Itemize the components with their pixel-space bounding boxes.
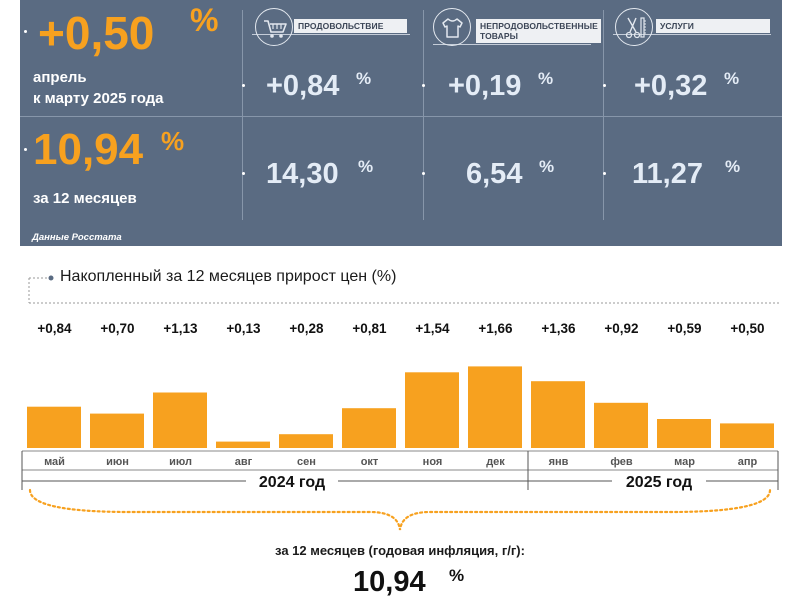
food-monthly-percent-sign: % (356, 69, 372, 88)
panel-col-divider (242, 10, 243, 220)
annual-inflation-percent-sign: % (161, 126, 185, 156)
annual-total-brace (28, 488, 772, 531)
bar-9 (531, 381, 585, 448)
category-label-non-food-line2: ТОВАРЫ (480, 31, 519, 41)
clothing-icon (433, 8, 471, 46)
bar-2 (90, 413, 144, 448)
month-tick-label: окт (361, 456, 379, 468)
bar-7 (405, 372, 459, 448)
food-monthly-value: +0,84 (266, 70, 340, 102)
services-annual-percent-sign: % (725, 157, 741, 176)
bar-value-label: +0,81 (352, 321, 387, 336)
non-food-annual-percent-sign: % (539, 157, 555, 176)
annual-inflation-total: 10,94 (353, 566, 426, 598)
bullet-dot (242, 172, 245, 175)
monthly-caption-line1: апрель (33, 69, 87, 86)
monthly-inflation-percent-sign: % (190, 2, 219, 38)
month-tick-label: июн (106, 456, 129, 468)
month-tick-label: ноя (423, 456, 443, 468)
monthly-inflation-value: +0,50 (38, 7, 155, 59)
services-monthly-percent-sign: % (724, 69, 740, 88)
food-annual-percent-sign: % (358, 157, 374, 176)
bar-8 (468, 366, 522, 448)
bar-value-label: +0,50 (730, 321, 764, 336)
month-tick-label: авг (235, 456, 253, 468)
month-tick-label: янв (549, 456, 569, 468)
bar-value-label: +1,36 (541, 321, 576, 336)
category-label-food: ПРОДОВОЛЬСТВИЕ (294, 19, 407, 33)
year-label-2025: 2025 год (626, 474, 692, 491)
bullet-dot (422, 172, 425, 175)
month-tick-label: сен (297, 456, 316, 468)
bar-4 (216, 441, 270, 448)
annual-inflation-caption: за 12 месяцев (годовая инфляция, г/г): (275, 543, 525, 558)
non-food-monthly-value: +0,19 (448, 70, 522, 102)
bar-value-label: +1,13 (163, 321, 198, 336)
food-annual-value: 14,30 (266, 158, 339, 190)
data-source-note: Данные Росстата (32, 232, 122, 243)
month-tick-label: апр (738, 456, 758, 468)
cell-underline (613, 34, 771, 35)
bar-11 (657, 419, 711, 448)
bar-value-label: +0,70 (100, 321, 134, 336)
category-label-services: УСЛУГИ (656, 19, 770, 33)
month-tick-label: июл (169, 456, 192, 468)
title-bullet (48, 275, 54, 281)
annual-inflation-value: 10,94 (33, 125, 144, 174)
bar-value-label: +0,59 (667, 321, 701, 336)
annual-caption: за 12 месяцев (33, 190, 137, 207)
scissors-comb-icon (615, 8, 653, 46)
bar-value-label: +1,66 (478, 321, 513, 336)
services-annual-value: 11,27 (632, 158, 703, 190)
month-tick-label: дек (486, 456, 505, 468)
category-label-non-food: НЕПРОДОВОЛЬСТВЕННЫЕ ТОВАРЫ (476, 19, 601, 43)
bar-12 (720, 423, 774, 448)
bar-1 (27, 406, 81, 448)
inflation-summary-panel: +0,50 % апрель к марту 2025 года 10,94 %… (20, 0, 782, 246)
bar-3 (153, 392, 207, 448)
monthly-caption-line2: к марту 2025 года (33, 90, 164, 107)
bullet-dot (603, 172, 606, 175)
month-tick-label: мар (674, 456, 695, 468)
bar-value-label: +0,28 (289, 321, 324, 336)
bar-value-label: +1,54 (415, 321, 450, 336)
bullet-dot (242, 84, 245, 87)
bar-value-label: +0,84 (37, 321, 72, 336)
category-label-non-food-line1: НЕПРОДОВОЛЬСТВЕННЫЕ (480, 21, 598, 31)
non-food-annual-value: 6,54 (466, 158, 523, 190)
panel-col-divider (423, 10, 424, 220)
bar-value-label: +0,92 (604, 321, 638, 336)
month-tick-label: май (44, 456, 65, 468)
annual-inflation-total-percent-sign: % (449, 566, 465, 585)
shopping-cart-icon (255, 8, 293, 46)
bar-5 (279, 434, 333, 448)
bar-6 (342, 408, 396, 448)
bullet-dot (603, 84, 606, 87)
bullet-dot (422, 84, 425, 87)
month-tick-label: фев (610, 456, 633, 468)
services-monthly-value: +0,32 (634, 70, 708, 102)
cell-underline (252, 34, 410, 35)
non-food-monthly-percent-sign: % (538, 69, 554, 88)
bullet-dot (24, 148, 27, 151)
year-label-2024: 2024 год (259, 474, 325, 491)
cell-underline (433, 44, 591, 45)
bullet-dot (24, 30, 27, 33)
chart-title: Накопленный за 12 месяцев прирост цен (%… (60, 268, 397, 285)
bar-value-label: +0,13 (226, 321, 261, 336)
bar-10 (594, 402, 648, 448)
panel-row-divider (20, 116, 782, 117)
panel-col-divider (603, 10, 604, 220)
